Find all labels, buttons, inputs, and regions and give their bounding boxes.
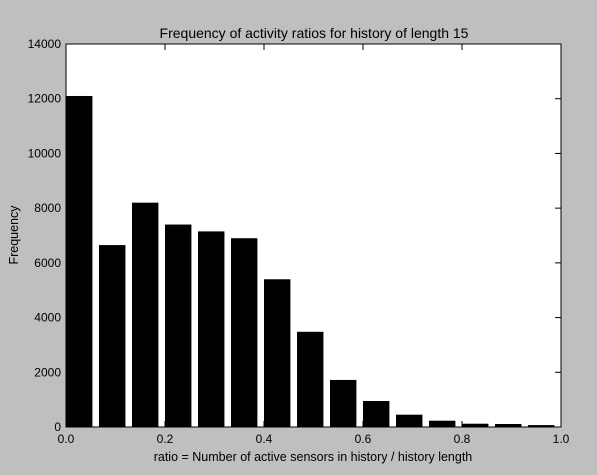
y-tick-label: 14000 <box>28 37 62 51</box>
axes-group: 0.0 0.2 0.4 0.6 0.8 1.0 0 2000 4000 6000 8000 10000… <box>28 37 570 446</box>
y-axis-label: Frequency <box>7 205 21 265</box>
histogram-bar <box>264 279 291 427</box>
histogram-bar <box>230 238 258 427</box>
y-tick-label: 12000 <box>28 92 62 106</box>
y-tick-label: 2000 <box>34 365 61 379</box>
chart-title: Frequency of activity ratios for history… <box>160 25 469 41</box>
x-axis-label: ratio = Number of active sensors in hist… <box>154 450 473 464</box>
x-tick-label: 0.6 <box>355 432 372 446</box>
histogram-bar <box>66 95 93 427</box>
histogram-bar <box>396 414 423 427</box>
histogram-bar <box>131 202 159 427</box>
histogram-bar <box>99 245 126 427</box>
y-tick-label: 4000 <box>34 311 61 325</box>
histogram-bar <box>329 379 357 427</box>
y-tick-label: 10000 <box>28 146 62 160</box>
x-tick-label: 0.2 <box>157 432 174 446</box>
x-tick-label: 1.0 <box>553 432 570 446</box>
histogram-bar <box>527 425 555 427</box>
histogram-bar <box>198 231 225 427</box>
histogram-bar <box>165 224 192 427</box>
histogram-bar <box>462 423 489 427</box>
y-tick-label: 6000 <box>34 256 61 270</box>
x-tick-label: 0.0 <box>58 432 75 446</box>
histogram-bar <box>495 423 522 427</box>
histogram-bar <box>363 401 390 427</box>
y-tick-label: 0 <box>54 420 61 434</box>
x-tick-label: 0.8 <box>454 432 471 446</box>
histogram-bar <box>297 331 324 427</box>
histogram-bar <box>428 420 456 427</box>
y-tick-label: 8000 <box>34 201 61 215</box>
x-tick-label: 0.4 <box>256 432 273 446</box>
